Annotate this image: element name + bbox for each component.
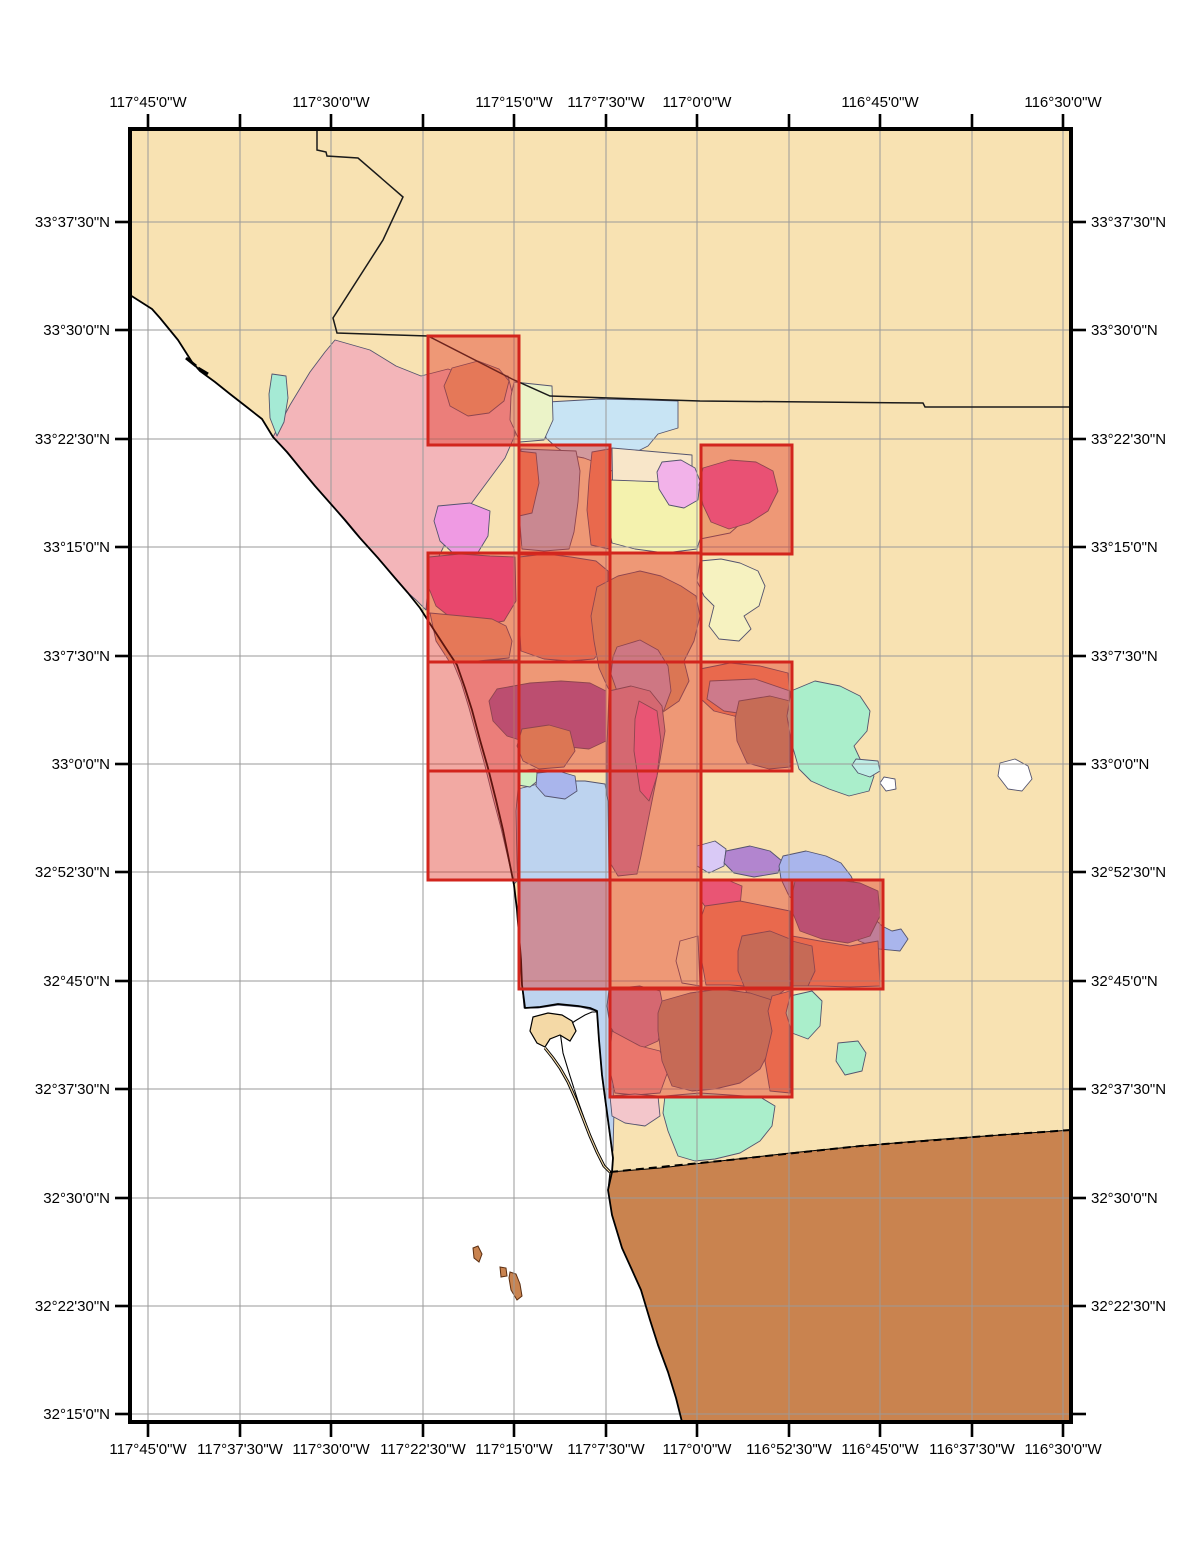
axis-label-bottom: 116°37'30"W xyxy=(929,1441,1015,1458)
region-purple2-blob xyxy=(723,845,783,878)
axis-label-bottom: 116°45'0"W xyxy=(841,1441,919,1458)
region-lake-white xyxy=(997,758,1033,792)
axis-label-bottom: 117°7'30"W xyxy=(567,1441,645,1458)
axis-label-bottom: 117°30'0"W xyxy=(292,1441,370,1458)
region-vista-magenta xyxy=(427,553,517,627)
region-brightpink-city xyxy=(633,700,662,802)
axis-label-left: 32°30'0"N xyxy=(43,1190,110,1207)
region-mexico xyxy=(607,1129,1072,1423)
axis-label-bottom: 116°30'0"W xyxy=(1024,1441,1102,1458)
island-2 xyxy=(499,1266,508,1278)
axis-label-top: 117°7'30"W xyxy=(567,94,645,111)
region-otay-khaki xyxy=(657,988,781,1092)
index-tile-C3 xyxy=(608,551,703,664)
axis-label-bottom: 117°0'0"W xyxy=(663,1441,733,1458)
axis-label-bottom: 117°15'0"W xyxy=(475,1441,553,1458)
county-boundary-line xyxy=(316,129,1071,408)
axis-label-left: 32°45'0"N xyxy=(43,973,110,990)
axis-label-right: 33°7'30"N xyxy=(1091,648,1158,665)
axis-label-right: 33°22'30"N xyxy=(1091,431,1166,448)
region-mint-green-big xyxy=(786,680,875,797)
axis-label-right: 33°0'0"N xyxy=(1091,756,1149,773)
axis-label-left: 33°30'0"N xyxy=(43,322,110,339)
map-frame xyxy=(128,127,1073,1424)
region-pale-yellowgreen-nw xyxy=(509,381,554,443)
axis-label-top: 117°30'0"W xyxy=(292,94,370,111)
region-coronado xyxy=(529,1012,577,1048)
region-orchid-city xyxy=(656,459,701,509)
silver-strand-fill xyxy=(544,1047,611,1173)
axis-label-right: 33°30'0"N xyxy=(1091,322,1158,339)
region-fallbrook-tan xyxy=(443,360,510,417)
index-tile-B2 xyxy=(517,443,612,556)
region-pale-yellow-e xyxy=(696,558,766,642)
index-tile-E3 xyxy=(608,769,703,882)
axis-label-top: 117°45'0"W xyxy=(109,94,187,111)
axis-label-left: 33°37'30"N xyxy=(35,214,110,231)
us-mexico-border xyxy=(609,1129,1072,1173)
region-mint-blob-2 xyxy=(835,1040,867,1076)
island-3 xyxy=(508,1271,523,1301)
region-pink-strip-south xyxy=(609,1093,661,1127)
axis-label-left: 33°15'0"N xyxy=(43,539,110,556)
index-tile-G3 xyxy=(608,986,703,1099)
region-mint-blob-1 xyxy=(785,990,823,1040)
axis-label-left: 32°15'0"N xyxy=(43,1406,110,1423)
axis-label-right: 32°30'0"N xyxy=(1091,1190,1158,1207)
axis-label-top: 117°0'0"W xyxy=(663,94,733,111)
island-1 xyxy=(472,1245,483,1263)
axis-label-left: 33°22'30"N xyxy=(35,431,110,448)
axis-label-top: 116°45'0"W xyxy=(841,94,919,111)
index-tile-F4 xyxy=(699,878,794,991)
index-tile-F3 xyxy=(608,878,703,991)
axis-label-left: 32°37'30"N xyxy=(35,1081,110,1098)
index-tile-B4 xyxy=(699,443,794,556)
axis-label-left: 33°7'30"N xyxy=(43,648,110,665)
axis-label-bottom: 117°22'30"W xyxy=(380,1441,466,1458)
index-tile-D1 xyxy=(426,660,521,773)
region-yellow-sliver xyxy=(675,935,701,987)
axis-label-right: 33°15'0"N xyxy=(1091,539,1158,556)
index-tile-C1 xyxy=(426,551,521,664)
axis-label-right: 33°37'30"N xyxy=(1091,214,1166,231)
axis-label-top: 116°30'0"W xyxy=(1024,94,1102,111)
index-tile-C2 xyxy=(517,551,612,664)
index-tile-E1 xyxy=(426,769,521,882)
index-tile-G4 xyxy=(699,986,794,1099)
region-coastal-lagoon xyxy=(268,373,289,437)
axis-label-left: 33°0'0"N xyxy=(52,756,110,773)
region-browngray-city-d xyxy=(734,695,791,770)
region-bonsall-tan xyxy=(429,612,513,662)
axis-label-right: 32°45'0"N xyxy=(1091,973,1158,990)
axis-label-right: 32°52'30"N xyxy=(1091,864,1166,881)
index-tile-D4 xyxy=(699,660,794,773)
index-tile-A1 xyxy=(426,334,521,447)
axis-label-right: 32°37'30"N xyxy=(1091,1081,1166,1098)
coast-mark xyxy=(197,366,209,376)
index-tile-D2 xyxy=(517,660,612,773)
axis-label-bottom: 117°45'0"W xyxy=(109,1441,187,1458)
axis-label-left: 32°22'30"N xyxy=(35,1298,110,1315)
coastline xyxy=(129,294,683,1423)
index-tile-D3 xyxy=(608,660,703,773)
region-mint-green-south xyxy=(662,1092,776,1162)
axis-label-bottom: 116°52'30"W xyxy=(746,1441,832,1458)
axis-label-bottom: 117°37'30"W xyxy=(197,1441,283,1458)
index-tile-F5 xyxy=(790,878,885,991)
axis-label-top: 117°15'0"W xyxy=(475,94,553,111)
region-lake-small xyxy=(879,776,897,792)
axis-label-right: 32°22'30"N xyxy=(1091,1298,1166,1315)
axis-label-left: 32°52'30"N xyxy=(35,864,110,881)
index-tile-F2 xyxy=(517,878,612,991)
